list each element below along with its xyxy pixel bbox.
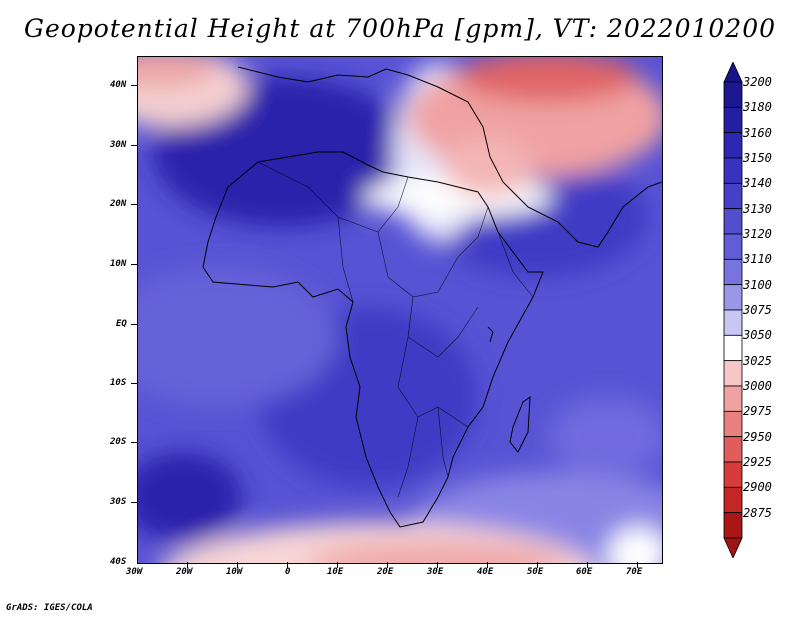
- colorbar-level-label: 3120: [743, 227, 772, 241]
- colorbar-level-label: 3100: [743, 277, 772, 292]
- colorbar-level-label: 2950: [743, 429, 772, 444]
- lon-tick: [387, 562, 388, 568]
- colorbar-segment: [723, 233, 743, 260]
- colorbar-segment: [723, 461, 743, 488]
- lat-label: 20N: [110, 199, 127, 209]
- coastlines: [202, 66, 662, 528]
- lake-outline: [487, 326, 494, 343]
- lat-tick: [131, 502, 137, 503]
- lon-label: 30W: [126, 567, 143, 577]
- lon-label: 40E: [477, 567, 494, 577]
- colorbar-level-label: 3160: [743, 125, 772, 140]
- lon-label: 0: [285, 567, 291, 577]
- colorbar-level-label: 2875: [743, 505, 772, 520]
- lon-tick: [537, 562, 538, 568]
- colorbar-segment: [723, 486, 743, 514]
- lon-label: 70E: [626, 567, 643, 577]
- lon-label: 20E: [377, 567, 394, 577]
- lon-label: 30E: [427, 567, 444, 577]
- lat-label: 40N: [110, 80, 127, 90]
- colorbar-level-label: 3140: [743, 176, 772, 191]
- colorbar-level-label: 3150: [743, 151, 772, 165]
- lat-label: 40S: [110, 557, 127, 567]
- colorbar-bottom-arrow: [723, 537, 743, 558]
- lon-label: 60E: [576, 567, 593, 577]
- colorbar-segment: [723, 182, 743, 210]
- colorbar-level-label: 3000: [743, 379, 772, 393]
- mediterranean-coast: [237, 66, 387, 83]
- colorbar-segment: [723, 132, 743, 159]
- colorbar-segment: [723, 436, 743, 463]
- lat-tick: [131, 85, 137, 86]
- colorbar-segment: [723, 334, 743, 362]
- lon-tick: [287, 562, 288, 568]
- colorbar-segment: [723, 385, 743, 412]
- lat-label: 20S: [110, 437, 127, 447]
- lat-tick: [131, 383, 137, 384]
- lat-tick: [131, 204, 137, 205]
- lat-tick: [131, 324, 137, 325]
- colorbar-top-arrow: [723, 62, 743, 83]
- colorbar-segment: [723, 81, 743, 108]
- colorbar-segment: [723, 309, 743, 336]
- lat-label: 10S: [110, 378, 127, 388]
- colorbar-segment: [723, 106, 743, 134]
- lon-label: 50E: [527, 567, 544, 577]
- lon-tick: [237, 562, 238, 568]
- colorbar-segment: [723, 258, 743, 286]
- lon-tick: [187, 562, 188, 568]
- lat-tick: [131, 145, 137, 146]
- lon-label: 20W: [176, 567, 193, 577]
- lat-label: 10N: [110, 259, 127, 269]
- lon-tick: [437, 562, 438, 568]
- lon-label: 10E: [327, 567, 344, 577]
- footer-credit: GrADS: IGES/COLA: [6, 603, 93, 613]
- lon-tick: [637, 562, 638, 568]
- madagascar-outline: [509, 395, 531, 453]
- arabia-coast: [385, 68, 662, 248]
- lon-tick: [337, 562, 338, 568]
- africa-outline: [202, 151, 544, 528]
- field-shading: [138, 57, 662, 563]
- colorbar-segment: [723, 512, 743, 539]
- geopotential-field: [138, 57, 662, 563]
- lat-tick: [131, 264, 137, 265]
- lat-label: EQ: [116, 319, 127, 329]
- colorbar-segment: [723, 208, 743, 235]
- colorbar-level-label: 2900: [743, 480, 772, 495]
- colorbar-level-label: 2925: [743, 455, 772, 469]
- colorbar-level-label: 3075: [743, 303, 772, 317]
- country-borders: [257, 161, 534, 498]
- colorbar-level-label: 3050: [743, 328, 772, 343]
- colorbar-segment: [723, 410, 743, 438]
- colorbar-level-label: 3200: [743, 75, 772, 89]
- colorbar-level-label: 3025: [743, 353, 772, 368]
- lat-tick: [131, 442, 137, 443]
- lon-tick: [587, 562, 588, 568]
- colorbar-level-label: 3110: [743, 252, 772, 267]
- colorbar-segment: [723, 157, 743, 184]
- colorbar-level-label: 3180: [743, 100, 772, 115]
- lon-tick: [487, 562, 488, 568]
- colorbar-segment: [723, 284, 743, 311]
- lon-label: 10W: [226, 567, 243, 577]
- lat-label: 30S: [110, 497, 127, 507]
- colorbar-level-label: 2975: [743, 404, 772, 419]
- map-title: Geopotential Height at 700hPa [gpm], VT:…: [23, 14, 777, 43]
- map-panel[interactable]: [137, 56, 663, 564]
- colorbar-level-label: 3130: [743, 201, 772, 216]
- lat-label: 30N: [110, 140, 127, 150]
- colorbar-segment: [723, 360, 743, 387]
- colorbar: [723, 62, 743, 558]
